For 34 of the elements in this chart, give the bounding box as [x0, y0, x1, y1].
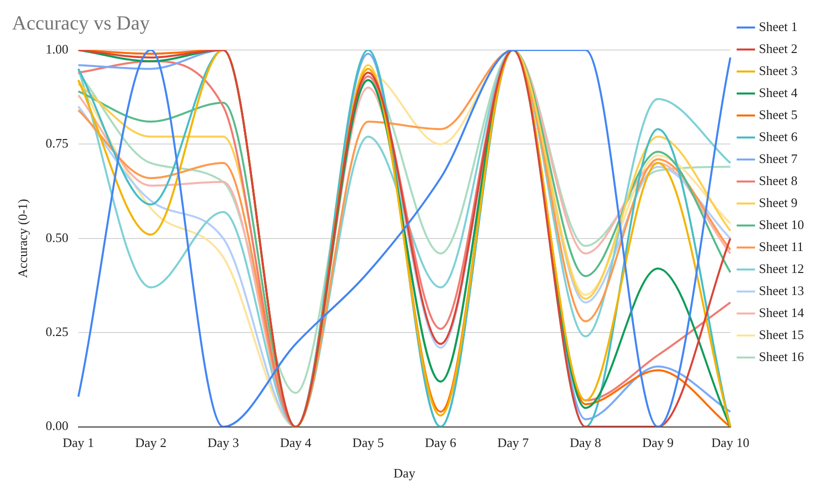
legend-label: Sheet 11 [758, 238, 804, 254]
legend-label: Sheet 6 [758, 128, 798, 144]
y-tick-label: 1.00 [46, 41, 68, 56]
legend-label: Sheet 3 [758, 62, 798, 78]
x-axis-title: Day [394, 466, 416, 481]
legend-label: Sheet 16 [758, 348, 804, 364]
x-tick-label: Day 2 [135, 435, 167, 450]
legend-label: Sheet 4 [758, 84, 798, 100]
legend-label: Sheet 1 [758, 18, 798, 34]
x-tick-label: Day 1 [62, 435, 94, 450]
y-tick-label: 0.75 [46, 136, 68, 151]
x-tick-label: Day 9 [642, 435, 674, 450]
legend-label: Sheet 15 [758, 326, 804, 342]
x-tick-label: Day 5 [352, 435, 384, 450]
y-tick-label: 0.00 [46, 418, 68, 434]
x-tick-label: Day 4 [280, 435, 312, 450]
y-axis-title: Accuracy (0-1) [15, 198, 30, 278]
legend-label: Sheet 14 [758, 304, 804, 320]
x-tick-label: Day 10 [711, 435, 750, 450]
legend-label: Sheet 12 [758, 260, 804, 276]
legend-label: Sheet 2 [758, 40, 798, 56]
x-tick-label: Day 6 [424, 435, 457, 450]
legend-label: Sheet 10 [758, 216, 804, 232]
y-tick-label: 0.50 [46, 230, 68, 245]
x-tick-label: Day 8 [570, 435, 602, 450]
legend-label: Sheet 8 [758, 172, 798, 188]
legend-label: Sheet 9 [758, 194, 798, 210]
x-tick-label: Day 7 [497, 435, 530, 450]
y-tick-label: 0.25 [46, 324, 68, 340]
legend-label: Sheet 5 [758, 106, 798, 122]
x-tick-label: Day 3 [208, 435, 239, 450]
chart-title: Accuracy vs Day [12, 12, 150, 34]
legend-label: Sheet 13 [758, 282, 804, 298]
legend-label: Sheet 7 [758, 150, 798, 166]
